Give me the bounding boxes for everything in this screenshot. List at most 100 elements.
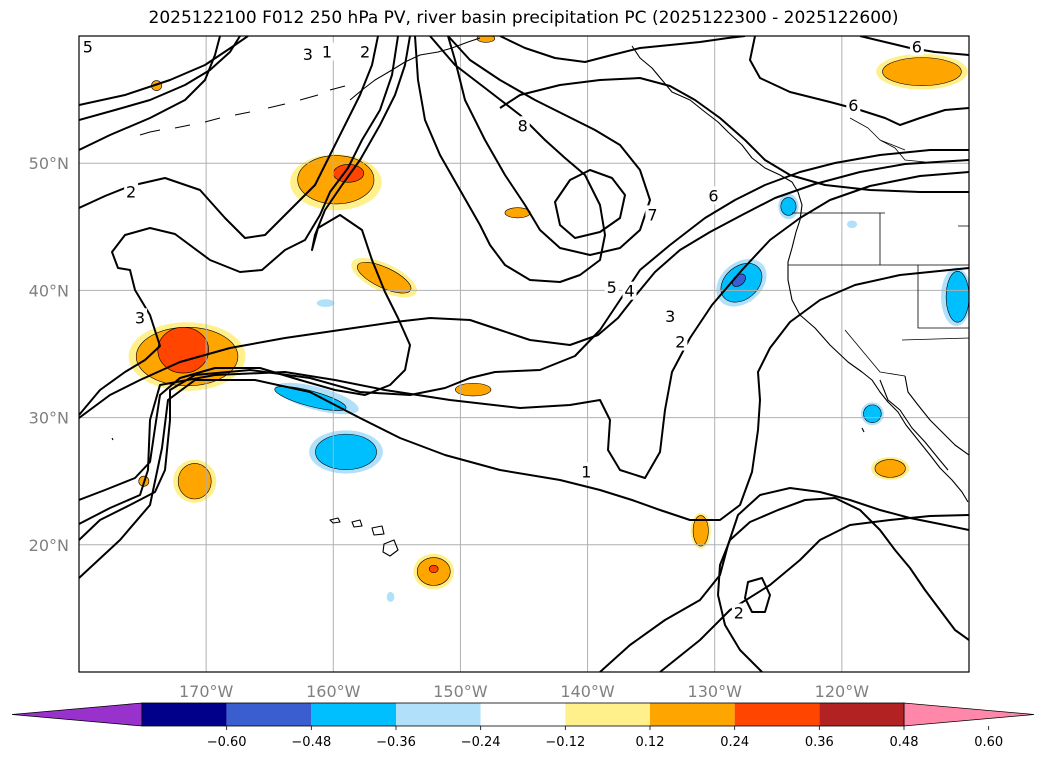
colorbar-tick-label: −0.36 xyxy=(376,735,416,750)
precip-region xyxy=(882,57,962,86)
gulf-of-california-coast xyxy=(904,375,969,456)
longitude-tick-label: 170°W xyxy=(179,682,234,701)
latitude-tick-label: 20°N xyxy=(29,536,69,555)
contour-label-background xyxy=(319,42,334,61)
colorbar-tick-label: −0.24 xyxy=(461,735,501,750)
coastlines xyxy=(111,37,969,557)
pv-contour-line xyxy=(447,36,651,256)
longitude-tick-label: 160°W xyxy=(306,682,361,701)
precip-region xyxy=(780,197,797,216)
precip-region xyxy=(846,220,858,229)
longitude-tick-label: 120°W xyxy=(815,682,870,701)
contour-label: 4 xyxy=(624,282,634,301)
precip-region xyxy=(386,591,395,603)
precip-region xyxy=(455,382,492,397)
pv-contour-line xyxy=(599,487,969,672)
contour-label-background xyxy=(579,462,594,481)
contour-label-background xyxy=(673,332,688,351)
small-pacific-islet xyxy=(111,437,114,441)
colorbar-tick-label: 0.60 xyxy=(974,735,1003,750)
precip-region xyxy=(692,515,709,547)
colorbar-outline xyxy=(141,702,905,727)
precip-region xyxy=(177,463,212,500)
contour-label: 2 xyxy=(126,182,136,201)
precip-region xyxy=(874,459,906,478)
colorbar-segment xyxy=(650,703,735,726)
baja-california-outline xyxy=(879,379,949,471)
contour-label: 6 xyxy=(912,37,922,56)
us-state-borders xyxy=(788,117,969,377)
precip-region xyxy=(428,564,439,574)
pv-contour-line xyxy=(79,36,241,121)
contour-label: 1 xyxy=(581,462,591,481)
pv-contour-line xyxy=(79,149,969,541)
contour-label: 2 xyxy=(675,333,685,352)
contour-label: 1 xyxy=(322,43,332,62)
pv-contour-line xyxy=(499,36,746,63)
pv-contours xyxy=(79,36,969,672)
contour-label-background xyxy=(300,45,315,64)
precip-region xyxy=(274,386,347,411)
contour-label: 8 xyxy=(518,116,528,135)
north-america-coastline xyxy=(349,37,969,503)
contour-label-background xyxy=(80,37,95,56)
colorbar-tick-label: 0.12 xyxy=(636,735,665,750)
contour-label-background xyxy=(515,116,530,135)
colorbar-tick-label: 0.24 xyxy=(720,735,749,750)
precipitation-layer xyxy=(128,36,969,603)
axis-ticks: 50°N 40°N 30°N 20°N 170°W 160°W 150°W 140°W 130°… xyxy=(29,154,870,701)
pv-contour-line xyxy=(659,514,969,672)
contour-label: 5 xyxy=(607,278,617,297)
pv-contour-line xyxy=(717,497,969,672)
contour-label-background xyxy=(358,42,373,61)
pv-contour-line xyxy=(499,77,969,193)
precip-region xyxy=(157,326,209,374)
colorbar-tick-label: −0.48 xyxy=(291,735,331,750)
colorbar-tick-label: −0.60 xyxy=(207,735,247,750)
colorbar-tick-label: −0.12 xyxy=(545,735,585,750)
contour-label-background xyxy=(645,205,660,224)
contour-label-background xyxy=(604,277,619,296)
precip-region xyxy=(315,433,377,471)
colorbar-segment xyxy=(565,703,650,726)
contour-label-background xyxy=(622,281,637,300)
contour-label: 3 xyxy=(303,45,313,64)
pv-contour-line xyxy=(554,169,626,239)
contour-label: 6 xyxy=(708,186,718,205)
longitude-tick-label: 130°W xyxy=(688,682,743,701)
contour-label-background xyxy=(731,603,746,622)
longitude-tick-label: 150°W xyxy=(433,682,488,701)
latitude-tick-label: 50°N xyxy=(29,154,69,173)
colorbar-extend-high xyxy=(903,702,1035,727)
colorbar-tick-label: 0.48 xyxy=(890,735,919,750)
contour-label: 2 xyxy=(360,43,370,62)
pv-contour-line xyxy=(79,159,969,419)
colorbar: −0.60 −0.48 −0.36 −0.24 −0.12 0.12 0.24 0.36 0.4… xyxy=(11,702,1035,750)
pv-contour-line xyxy=(79,36,379,239)
longitude-tick-label: 140°W xyxy=(560,682,615,701)
colorbar-segment xyxy=(142,703,227,726)
colorbar-extend-low xyxy=(11,702,143,727)
precip-region xyxy=(316,299,335,307)
colorbar-segment xyxy=(480,703,566,726)
colorbar-segment xyxy=(311,703,396,726)
pv-contour-line xyxy=(744,577,771,613)
latitude-tick-label: 30°N xyxy=(29,409,69,428)
contour-label-background xyxy=(663,307,678,326)
aleutian-islands xyxy=(139,85,346,136)
contour-label: 7 xyxy=(647,205,657,224)
pv-contour-line xyxy=(79,171,969,525)
latitude-tick-label: 40°N xyxy=(29,281,69,300)
contour-label-background xyxy=(909,37,924,56)
pv-contour-line xyxy=(79,36,221,151)
hawaiian-islands xyxy=(329,517,399,557)
contour-label-background xyxy=(124,182,139,201)
map-title: 2025122100 F012 250 hPa PV, river basin … xyxy=(148,8,899,28)
pv-contour-line xyxy=(79,36,399,416)
precip-region xyxy=(863,404,882,423)
contour-label: 3 xyxy=(135,308,145,327)
contour-label: 6 xyxy=(848,96,858,115)
contour-label-background xyxy=(846,95,861,114)
